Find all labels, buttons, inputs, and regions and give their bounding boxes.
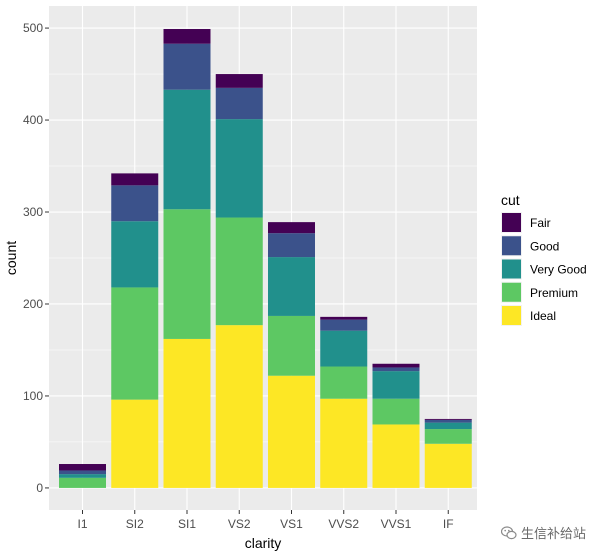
legend-label-good: Good: [530, 239, 559, 253]
legend-swatch-ideal: [502, 306, 521, 325]
bar-very-good-if: [424, 422, 472, 430]
legend-swatch-fair: [502, 213, 521, 232]
bar-very-good-si2: [111, 221, 159, 288]
bar-premium-vs1: [268, 315, 315, 376]
x-axis-title: clarity: [245, 535, 282, 551]
bar-premium-vvs2: [320, 366, 368, 399]
bar-good-if: [424, 419, 472, 423]
legend: cut Fair Good Very Good Premium Ideal: [501, 192, 587, 326]
y-axis: 0 100 200 300 400 500: [23, 21, 49, 495]
x-tick-label: VS1: [280, 517, 303, 531]
legend-swatch-very-good: [502, 259, 521, 279]
y-tick-label: 100: [23, 389, 43, 403]
bar-premium-vvs1: [372, 398, 420, 425]
legend-swatch-good: [502, 236, 521, 256]
x-axis: I1 SI2 SI1 VS2 VS1 VVS2 VVS1 IF: [77, 510, 454, 531]
bar-good-si2: [111, 185, 159, 222]
bar-good-vs2: [215, 87, 263, 120]
y-tick-label: 500: [23, 21, 43, 35]
bar-ideal-vs1: [268, 375, 315, 488]
x-tick-label: VS2: [228, 517, 251, 531]
legend-label-very-good: Very Good: [530, 263, 587, 277]
x-tick-label: IF: [443, 517, 454, 531]
bar-premium-vs2: [215, 217, 263, 326]
bar-ideal-vs2: [215, 325, 263, 488]
bar-ideal-vvs2: [320, 398, 368, 488]
bar-fair-vvs2: [320, 316, 368, 320]
bar-ideal-si2: [111, 399, 159, 488]
bars: [59, 28, 472, 488]
x-tick-label: SI1: [178, 517, 196, 531]
legend-label-fair: Fair: [530, 216, 551, 230]
x-tick-label: I1: [77, 517, 87, 531]
y-tick-label: 200: [23, 297, 43, 311]
y-axis-title: count: [3, 241, 19, 275]
bar-fair-i1: [59, 464, 106, 471]
bar-very-good-si1: [163, 89, 211, 210]
bar-fair-si1: [163, 28, 211, 44]
bar-premium-si2: [111, 287, 159, 400]
bar-premium-si1: [163, 209, 211, 339]
bar-ideal-if: [424, 443, 472, 488]
bar-fair-if: [424, 418, 472, 420]
watermark-text: 生信补给站: [520, 527, 586, 542]
y-tick-label: 300: [23, 205, 43, 219]
bar-good-vvs2: [320, 319, 368, 331]
bar-premium-i1: [59, 477, 106, 488]
bar-fair-vs2: [215, 74, 263, 88]
bar-very-good-vs2: [215, 119, 263, 218]
bar-ideal-vvs1: [372, 424, 420, 488]
bar-good-vs1: [268, 233, 315, 258]
bar-fair-vvs1: [372, 363, 420, 368]
bar-very-good-vs1: [268, 257, 315, 316]
legend-label-ideal: Ideal: [530, 309, 556, 323]
wechat-icon: [500, 525, 517, 539]
x-tick-label: SI2: [126, 517, 144, 531]
bar-good-si1: [163, 43, 211, 90]
y-tick-label: 0: [36, 481, 43, 495]
legend-title: cut: [501, 192, 520, 208]
bar-premium-if: [424, 429, 472, 444]
bar-very-good-vvs2: [320, 330, 368, 367]
bar-very-good-i1: [59, 474, 106, 478]
bar-good-vvs1: [372, 367, 420, 372]
watermark: 生信补给站: [500, 523, 586, 542]
bar-fair-vs1: [268, 222, 315, 234]
bar-fair-si2: [111, 173, 159, 186]
x-tick-label: VVS2: [328, 517, 359, 531]
x-tick-label: VVS1: [381, 517, 412, 531]
legend-swatch-premium: [502, 282, 521, 302]
bar-ideal-si1: [163, 338, 211, 488]
bar-very-good-vvs1: [372, 371, 420, 399]
legend-label-premium: Premium: [530, 286, 578, 300]
y-tick-label: 400: [23, 113, 43, 127]
bar-good-i1: [59, 470, 106, 475]
